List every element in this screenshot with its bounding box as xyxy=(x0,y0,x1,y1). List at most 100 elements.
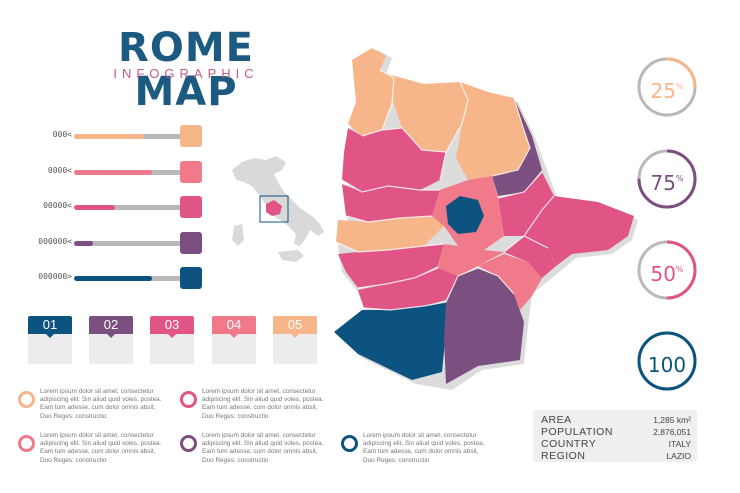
ring-icon xyxy=(18,435,35,452)
tab-number: 02 xyxy=(89,316,133,334)
stat-key: POPULATION xyxy=(541,426,613,438)
district xyxy=(336,216,444,252)
stat-row-region: REGION LAZIO xyxy=(541,450,691,462)
lorem-text: Lorem ipsum dolor sit amet, consectetur … xyxy=(202,388,324,420)
percent-ring xyxy=(637,331,697,391)
bar-row: 000000> xyxy=(38,267,206,291)
bar-fill xyxy=(74,276,152,281)
district xyxy=(438,244,504,276)
bar-fill xyxy=(74,205,116,210)
district xyxy=(358,268,458,310)
percent-circle: 25% xyxy=(636,56,698,118)
color-swatch xyxy=(180,196,202,218)
bar-track xyxy=(74,276,182,281)
tab-03[interactable]: 03 xyxy=(150,316,194,364)
district xyxy=(342,184,440,222)
district xyxy=(498,172,554,236)
stat-row-population: POPULATION 2,876,051 xyxy=(541,426,691,438)
bar-label: 00000< xyxy=(43,201,72,210)
tab-notch xyxy=(106,333,116,338)
bar-label: 0000< xyxy=(47,166,72,175)
tab-02[interactable]: 02 xyxy=(89,316,133,364)
district xyxy=(334,302,446,380)
stat-row-area: AREA 1,285 km² xyxy=(541,414,691,426)
tab-number: 04 xyxy=(212,316,256,334)
tab-notch xyxy=(229,333,239,338)
page-title: ROME MAP xyxy=(118,25,254,115)
district xyxy=(338,244,444,288)
stat-key: REGION xyxy=(541,450,586,462)
ring-icon xyxy=(18,391,35,408)
district xyxy=(348,48,394,136)
bar-row: 000< xyxy=(38,125,206,149)
stat-row-country: COUNTRY ITALY xyxy=(541,438,691,450)
tab-body xyxy=(273,334,317,364)
ring-icon xyxy=(341,435,358,452)
bar-row: 000000< xyxy=(38,232,206,256)
district xyxy=(524,196,634,266)
color-swatch xyxy=(180,125,202,147)
bar-row: 0000< xyxy=(38,161,206,185)
percent-circle: 50% xyxy=(636,239,698,301)
stat-value: LAZIO xyxy=(666,451,691,461)
tab-body xyxy=(28,334,72,364)
ring-icon xyxy=(180,391,197,408)
bar-fill xyxy=(74,241,94,246)
lorem-text: Lorem ipsum dolor sit amet, consectetur … xyxy=(40,388,162,420)
ring-icon xyxy=(180,435,197,452)
rome-district-map xyxy=(334,48,638,390)
district xyxy=(456,82,530,180)
color-swatch xyxy=(180,232,202,254)
percent-value: 100 xyxy=(647,353,687,377)
percent-value: 75% xyxy=(650,171,684,195)
tab-notch xyxy=(45,333,55,338)
percent-circle: 75% xyxy=(636,148,698,210)
percent-ring xyxy=(637,149,697,209)
italy-mini-map xyxy=(232,156,324,262)
bar-track xyxy=(74,241,182,246)
bar-track xyxy=(74,134,182,139)
tab-04[interactable]: 04 xyxy=(212,316,256,364)
tab-body xyxy=(212,334,256,364)
tab-number: 03 xyxy=(150,316,194,334)
tab-notch xyxy=(167,333,177,338)
bar-label: 000000> xyxy=(38,272,72,281)
lorem-text: Lorem ipsum dolor sit amet, consectetur … xyxy=(40,432,162,464)
bar-fill xyxy=(74,170,152,175)
tab-05[interactable]: 05 xyxy=(273,316,317,364)
district xyxy=(380,72,468,152)
lorem-text: Lorem ipsum dolor sit amet, consectetur … xyxy=(363,432,485,464)
percent-circle: 100 xyxy=(636,330,698,392)
stat-value: 1,285 km² xyxy=(653,415,691,425)
page-subtitle: INFOGRAPHIC xyxy=(113,66,259,81)
percent-value: 50% xyxy=(650,262,684,286)
percent-ring xyxy=(637,57,697,117)
bar-track xyxy=(74,170,182,175)
bar-row: 00000< xyxy=(38,196,206,220)
stat-value: ITALY xyxy=(668,439,691,449)
percent-value: 25% xyxy=(650,79,684,103)
stat-key: AREA xyxy=(541,414,572,426)
district xyxy=(504,236,556,278)
district-center xyxy=(446,196,484,234)
tab-number: 01 xyxy=(28,316,72,334)
percent-ring xyxy=(637,240,697,300)
bar-label: 000< xyxy=(52,130,72,139)
tab-01[interactable]: 01 xyxy=(28,316,72,364)
bar-fill xyxy=(74,134,145,139)
bar-track xyxy=(74,205,182,210)
tab-body xyxy=(150,334,194,364)
bar-label: 000000< xyxy=(38,237,72,246)
tab-notch xyxy=(290,333,300,338)
district xyxy=(478,254,542,310)
stat-value: 2,876,051 xyxy=(653,427,691,437)
district xyxy=(342,128,446,192)
color-swatch xyxy=(180,267,202,289)
stats-panel: AREA 1,285 km² POPULATION 2,876,051 COUN… xyxy=(533,410,697,462)
color-swatch xyxy=(180,161,202,183)
district xyxy=(444,268,524,384)
tab-number: 05 xyxy=(273,316,317,334)
stat-key: COUNTRY xyxy=(541,438,597,450)
tab-body xyxy=(89,334,133,364)
lorem-text: Lorem ipsum dolor sit amet, consectetur … xyxy=(202,432,324,464)
